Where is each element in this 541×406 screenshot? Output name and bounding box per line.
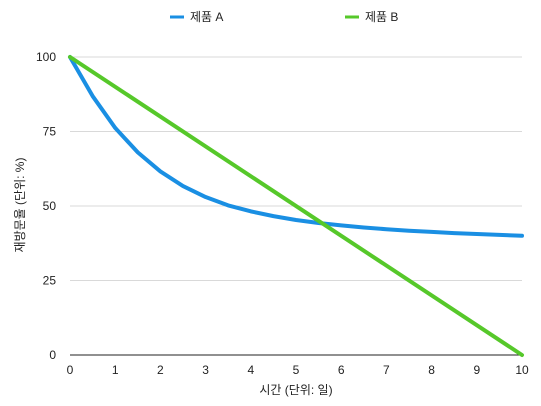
legend-label-product-b: 제품 B — [365, 10, 398, 24]
y-tick-label-25: 25 — [43, 274, 57, 288]
y-axis-title: 재방문율 (단위: %) — [13, 158, 27, 253]
series-line-product-a — [68, 55, 524, 238]
x-tick-label-7: 7 — [383, 363, 390, 377]
x-tick-label-2: 2 — [157, 363, 164, 377]
x-tick-label-0: 0 — [67, 363, 74, 377]
legend-label-product-a: 제품 A — [190, 10, 223, 24]
x-axis-tick-labels: 0 1 2 3 4 5 6 7 8 9 10 — [67, 363, 529, 377]
y-axis-tick-labels: 0 25 50 75 100 — [36, 50, 56, 362]
y-tick-label-75: 75 — [43, 125, 57, 139]
x-tick-label-1: 1 — [112, 363, 119, 377]
x-tick-label-6: 6 — [338, 363, 345, 377]
series-line-product-b — [68, 55, 524, 357]
series-lines — [68, 55, 524, 357]
x-tick-label-5: 5 — [293, 363, 300, 377]
y-tick-label-100: 100 — [36, 50, 56, 64]
x-axis-title: 시간 (단위: 일) — [259, 383, 332, 397]
x-tick-label-9: 9 — [473, 363, 480, 377]
gridlines — [70, 56, 522, 281]
x-tick-label-4: 4 — [247, 363, 254, 377]
x-tick-label-10: 10 — [515, 363, 529, 377]
x-tick-label-3: 3 — [202, 363, 209, 377]
y-tick-label-50: 50 — [43, 199, 57, 213]
legend: 제품 A 제품 B — [170, 10, 398, 24]
x-tick-label-8: 8 — [428, 363, 435, 377]
y-tick-label-0: 0 — [49, 348, 56, 362]
